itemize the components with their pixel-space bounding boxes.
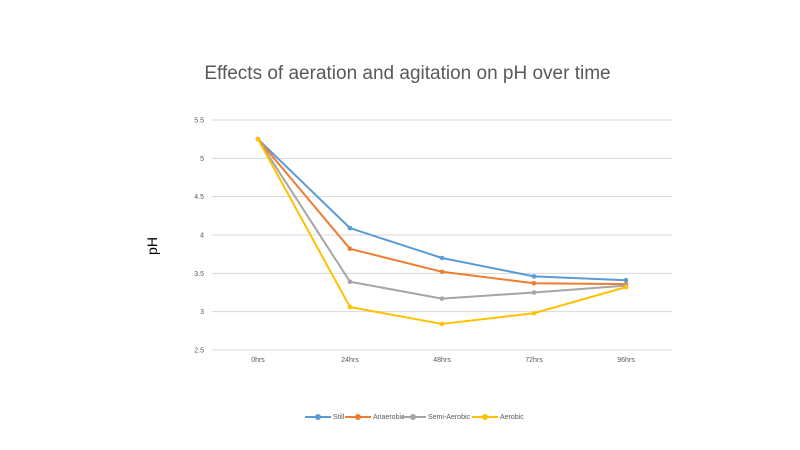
legend-label: Aerobic (500, 413, 524, 421)
y-tick-label: 2.5 (194, 348, 204, 355)
data-point (439, 255, 445, 261)
x-tick-label: 48hrs (433, 357, 451, 364)
legend: Still Anaerobic Semi-Aerobic Aerobic (0, 410, 800, 424)
data-point (623, 284, 629, 290)
legend-swatch (400, 412, 426, 422)
legend-label: Semi-Aerobic (428, 413, 471, 421)
data-point (439, 296, 445, 301)
legend-swatch (345, 412, 371, 422)
x-tick-label: 72hrs (525, 357, 543, 364)
y-tick-label: 3 (200, 309, 204, 316)
legend-item: Still (305, 410, 344, 424)
data-point (347, 279, 353, 285)
data-point (531, 290, 537, 295)
data-point (439, 321, 445, 327)
legend-item: Semi-Aerobic (400, 410, 470, 424)
y-tick-label: 4.5 (194, 194, 204, 201)
y-tick-label: 5 (200, 156, 204, 163)
y-tick-label: 3.5 (194, 271, 204, 278)
legend-item: Anaerobic (345, 410, 405, 424)
data-point (531, 274, 537, 279)
data-point (347, 225, 353, 231)
legend-label: Still (333, 413, 345, 421)
chart-title: Effects of aeration and agitation on pH … (204, 63, 611, 84)
x-tick-label: 24hrs (341, 357, 359, 364)
x-tick-label: 96hrs (617, 357, 635, 364)
series-line-anaerobic (257, 138, 627, 286)
data-point (623, 277, 629, 283)
legend-swatch (305, 412, 331, 422)
data-point (347, 304, 353, 310)
legend-swatch (472, 412, 498, 422)
legend-label: Anaerobic (373, 413, 405, 421)
x-tick-label: 0hrs (251, 357, 265, 364)
data-point (347, 246, 353, 252)
data-point (439, 269, 445, 275)
series-line-semi-aerobic (257, 138, 627, 300)
y-tick-label: 4 (200, 233, 204, 240)
data-point (255, 136, 261, 142)
data-point (531, 310, 537, 316)
y-tick-label: 5.5 (194, 118, 204, 125)
legend-item: Aerobic (472, 410, 524, 424)
data-point (531, 281, 537, 286)
series-line-aerobic (257, 138, 627, 325)
